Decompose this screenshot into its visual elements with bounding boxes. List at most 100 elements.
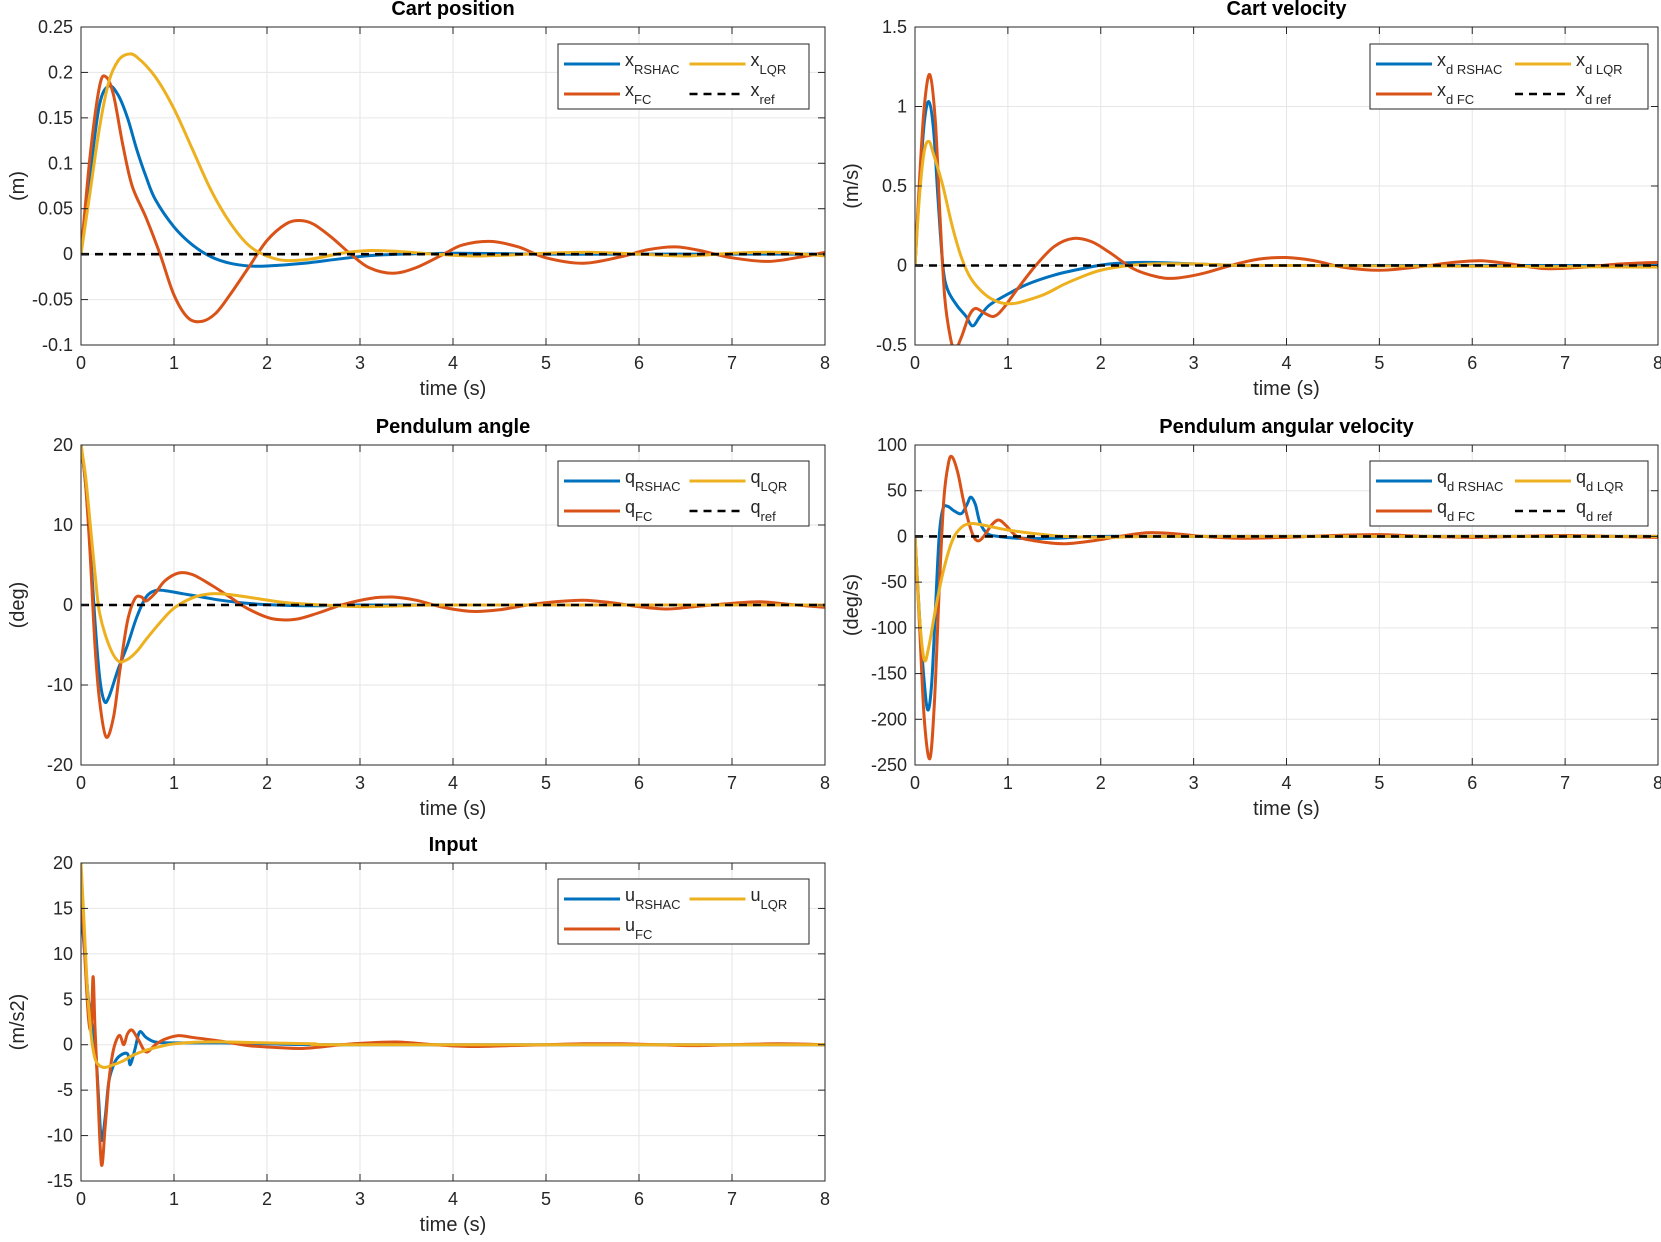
series-line-lqr xyxy=(81,52,825,263)
x-tick-label: 3 xyxy=(355,353,365,373)
y-tick-label: 100 xyxy=(877,435,907,455)
y-tick-label: -0.1 xyxy=(42,335,73,355)
x-tick-label: 4 xyxy=(448,1189,458,1209)
y-tick-label: -0.05 xyxy=(32,290,73,310)
y-tick-label: 0.25 xyxy=(38,17,73,37)
x-tick-label: 7 xyxy=(727,1189,737,1209)
legend-label-fc: qFC xyxy=(625,497,652,524)
x-tick-label: 2 xyxy=(262,353,272,373)
x-tick-label: 6 xyxy=(634,773,644,793)
legend-box xyxy=(557,878,810,945)
subplot-0: 0 1 2 3 4 5 6 7 8 -0.1 -0.05 0 0.05 0.1 0.15 0.2 0.25 Car… xyxy=(7,0,830,400)
x-tick-label: 5 xyxy=(541,1189,551,1209)
x-tick-label: 2 xyxy=(262,1189,272,1209)
y-tick-label: 20 xyxy=(53,853,73,873)
legend-label-rshac: xd RSHAC xyxy=(1437,50,1502,77)
x-tick-label: 3 xyxy=(1189,773,1199,793)
legend-label-rshac: uRSHAC xyxy=(625,885,681,912)
series-line-lqr xyxy=(81,445,825,664)
y-tick-label: 0 xyxy=(897,256,907,276)
y-tick-label: -10 xyxy=(47,675,73,695)
y-tick-label: 0.15 xyxy=(38,108,73,128)
legend-box xyxy=(1369,460,1649,527)
x-tick-label: 0 xyxy=(910,773,920,793)
x-tick-label: 5 xyxy=(541,773,551,793)
chart-title: Pendulum angular velocity xyxy=(1159,416,1414,438)
x-tick-label: 5 xyxy=(1374,353,1384,373)
x-tick-label: 1 xyxy=(169,353,179,373)
chart-title: Cart position xyxy=(391,0,514,20)
legend: qd RSHAC qd FC qd LQR qd ref xyxy=(1369,460,1649,527)
x-tick-label: 5 xyxy=(1374,773,1384,793)
x-tick-label: 6 xyxy=(634,1189,644,1209)
legend-label-ref: qd ref xyxy=(1576,497,1612,524)
x-tick-label: 8 xyxy=(1653,773,1661,793)
legend: xRSHAC xFC xLQR xref xyxy=(557,43,810,110)
legend-label-rshac: xRSHAC xyxy=(625,50,680,77)
x-tick-label: 7 xyxy=(1560,773,1570,793)
y-tick-label: -5 xyxy=(57,1080,73,1100)
subplot-2: 0 1 2 3 4 5 6 7 8 -20 -10 0 10 20 Pendulum angle time (… xyxy=(7,416,830,820)
legend: uRSHAC uFC uLQR xyxy=(557,878,810,945)
x-tick-label: 2 xyxy=(1096,773,1106,793)
y-tick-label: 0.1 xyxy=(48,153,73,173)
legend-label-lqr: xLQR xyxy=(751,50,787,77)
x-tick-label: 1 xyxy=(1003,773,1013,793)
x-tick-label: 1 xyxy=(169,773,179,793)
x-tick-label: 0 xyxy=(76,353,86,373)
x-tick-label: 7 xyxy=(727,353,737,373)
x-tick-label: 0 xyxy=(76,773,86,793)
x-axis-label: time (s) xyxy=(420,378,487,400)
x-tick-label: 7 xyxy=(1560,353,1570,373)
x-axis-label: time (s) xyxy=(1253,798,1320,820)
x-tick-label: 4 xyxy=(1281,773,1291,793)
y-tick-label: 20 xyxy=(53,435,73,455)
y-tick-label: 0 xyxy=(63,1035,73,1055)
y-tick-label: -0.5 xyxy=(876,335,907,355)
x-tick-label: 8 xyxy=(1653,353,1661,373)
y-tick-label: 0 xyxy=(63,595,73,615)
legend-box xyxy=(1369,43,1649,110)
y-tick-label: -200 xyxy=(871,709,907,729)
y-tick-label: -250 xyxy=(871,755,907,775)
x-tick-label: 6 xyxy=(634,353,644,373)
x-tick-label: 3 xyxy=(1189,353,1199,373)
x-tick-label: 3 xyxy=(355,773,365,793)
legend-label-ref: xd ref xyxy=(1576,80,1611,107)
x-tick-label: 1 xyxy=(1003,353,1013,373)
x-tick-label: 6 xyxy=(1467,353,1477,373)
subplot-4: 0 1 2 3 4 5 6 7 8 -15 -10 -5 0 5 10 15 20 Input time (s) (m… xyxy=(7,834,830,1236)
x-tick-label: 5 xyxy=(541,353,551,373)
legend-label-lqr: uLQR xyxy=(751,885,788,912)
y-tick-label: 10 xyxy=(53,515,73,535)
legend-label-lqr: qd LQR xyxy=(1576,467,1624,494)
legend-label-rshac: qd RSHAC xyxy=(1437,467,1503,494)
y-tick-label: 10 xyxy=(53,944,73,964)
x-tick-label: 4 xyxy=(448,353,458,373)
x-tick-label: 0 xyxy=(76,1189,86,1209)
x-tick-label: 0 xyxy=(910,353,920,373)
x-tick-label: 4 xyxy=(448,773,458,793)
y-axis-label: (m/s2) xyxy=(7,994,29,1051)
y-tick-label: 0.2 xyxy=(48,62,73,82)
y-axis-label: (deg/s) xyxy=(841,574,863,636)
legend-label-ref: xref xyxy=(751,80,776,107)
y-tick-label: 1 xyxy=(897,97,907,117)
y-axis-label: (m/s) xyxy=(841,163,863,209)
y-tick-label: -100 xyxy=(871,618,907,638)
y-tick-label: -15 xyxy=(47,1171,73,1191)
legend-label-lqr: qLQR xyxy=(751,467,788,494)
legend-label-lqr: xd LQR xyxy=(1576,50,1623,77)
y-axis-label: (m) xyxy=(7,171,29,201)
y-tick-label: 5 xyxy=(63,989,73,1009)
legend-box xyxy=(557,460,810,527)
legend-label-ref: qref xyxy=(751,497,777,524)
y-axis-label: (deg) xyxy=(7,582,29,629)
x-axis-label: time (s) xyxy=(1253,378,1320,400)
y-tick-label: 50 xyxy=(887,481,907,501)
x-axis-label: time (s) xyxy=(420,798,487,820)
legend-label-fc: xFC xyxy=(625,80,651,107)
chart-title: Pendulum angle xyxy=(376,416,530,438)
